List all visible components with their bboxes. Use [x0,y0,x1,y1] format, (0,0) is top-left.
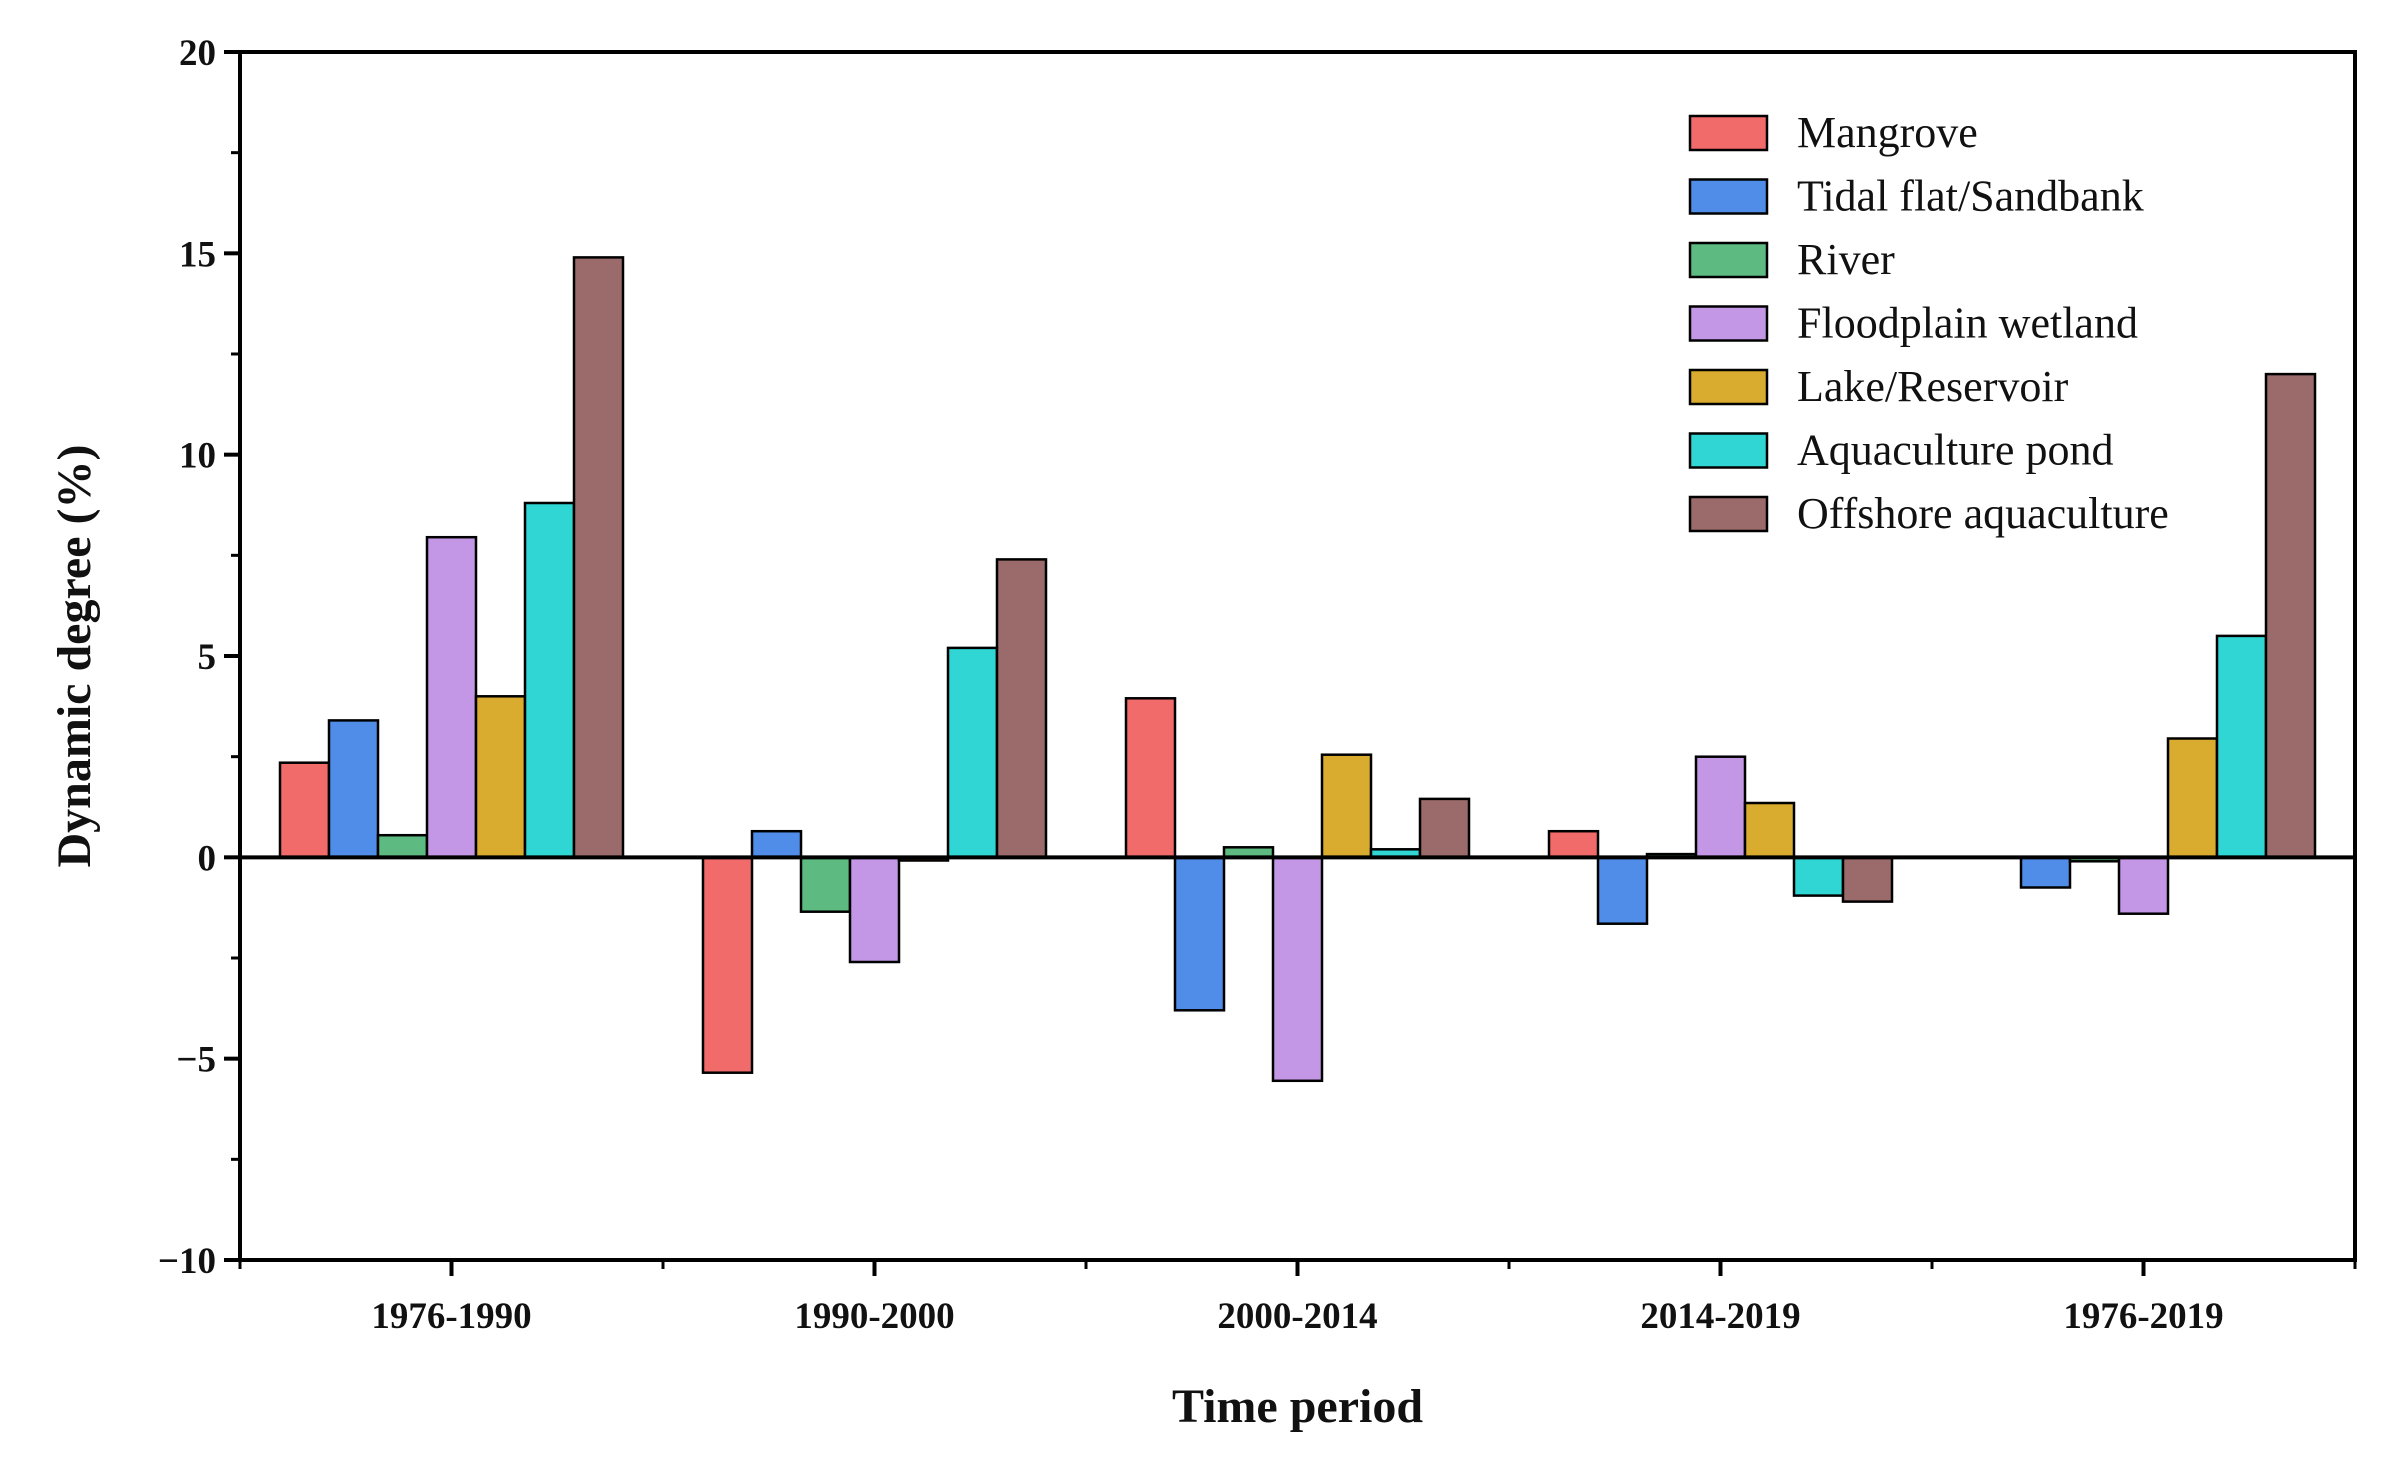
x-tick-label: 1976-2019 [2063,1296,2223,1337]
bar-mangrove-1976-1990 [278,761,331,859]
x-axis-title: Time period [1172,1380,1423,1433]
legend-swatch [1688,114,1769,152]
bar-floodplain-wetland-2000-2014 [1271,856,1324,1083]
bar-tidal-flat-sandbank-2000-2014 [1173,856,1226,1012]
bar-lake-reservoir-1976-1990 [474,695,527,859]
bar-offshore-aquaculture-1976-1990 [572,256,625,859]
bar-lake-reservoir-2000-2014 [1320,753,1373,859]
legend-swatch [1688,368,1769,406]
bar-offshore-aquaculture-2000-2014 [1418,797,1471,859]
legend-swatch [1688,432,1769,469]
legend-label: Aquaculture pond [1797,426,2113,475]
y-axis: −10 −5 0 5 10 15 20 [158,33,240,1282]
bar-river-1976-1990 [376,833,429,859]
bar-floodplain-wetland-1976-2019 [2117,856,2170,915]
x-tick-label: 2000-2014 [1217,1296,1377,1337]
y-tick-label: −5 [176,1040,216,1081]
legend-label: Tidal flat/Sandbank [1797,172,2144,221]
legend-label: Lake/Reservoir [1797,362,2069,411]
bar-aquaculture-pond-1976-1990 [523,501,576,859]
y-tick-label: 10 [179,436,216,477]
bar-mangrove-2014-2019 [1547,829,1600,859]
x-tick-label: 1990-2000 [794,1296,954,1337]
legend-label: Mangrove [1797,108,1978,157]
bar-tidal-flat-sandbank-1990-2000 [750,829,803,859]
bar-floodplain-wetland-1976-1990 [425,535,478,859]
legend-label: River [1797,235,1895,284]
y-tick-label: 15 [179,234,216,275]
bar-floodplain-wetland-2014-2019 [1694,755,1747,859]
legend-swatch [1688,241,1769,279]
bar-offshore-aquaculture-2014-2019 [1841,856,1894,903]
x-axis: 1976-1990 1990-2000 2000-2014 2014-2019 1976… [238,1260,2357,1337]
bar-lake-reservoir-2014-2019 [1743,801,1796,859]
x-tick-label: 2014-2019 [1640,1296,1800,1337]
y-tick-label: −10 [158,1241,216,1282]
y-tick-label: 0 [198,838,217,879]
legend-swatch [1688,495,1769,533]
bar-tidal-flat-sandbank-1976-2019 [2019,856,2072,889]
bar-mangrove-2000-2014 [1124,697,1177,859]
legend: Mangrove Tidal flat/Sandbank River Floodpla… [1688,108,2169,538]
y-tick-label: 20 [179,33,216,74]
bar-lake-reservoir-1976-2019 [2166,737,2219,859]
legend-swatch [1688,305,1769,342]
legend-swatch [1688,178,1769,215]
bar-offshore-aquaculture-1990-2000 [995,558,1048,859]
bar-mangrove-1990-2000 [701,856,754,1074]
bar-river-1990-2000 [799,856,852,913]
y-axis-title: Dynamic degree (%) [48,445,101,868]
legend-label: Floodplain wetland [1797,299,2138,348]
legend-label: Offshore aquaculture [1797,489,2169,538]
bar-aquaculture-pond-2014-2019 [1792,856,1845,897]
x-tick-label: 1976-1990 [371,1296,531,1337]
bars-group [278,256,2317,1083]
bar-tidal-flat-sandbank-1976-1990 [327,719,380,859]
bar-aquaculture-pond-1990-2000 [946,646,999,859]
bar-floodplain-wetland-1990-2000 [848,856,901,964]
bar-aquaculture-pond-1976-2019 [2215,634,2268,859]
bar-offshore-aquaculture-1976-2019 [2264,372,2317,859]
bar-tidal-flat-sandbank-2014-2019 [1596,856,1649,925]
y-tick-label: 5 [198,637,217,678]
